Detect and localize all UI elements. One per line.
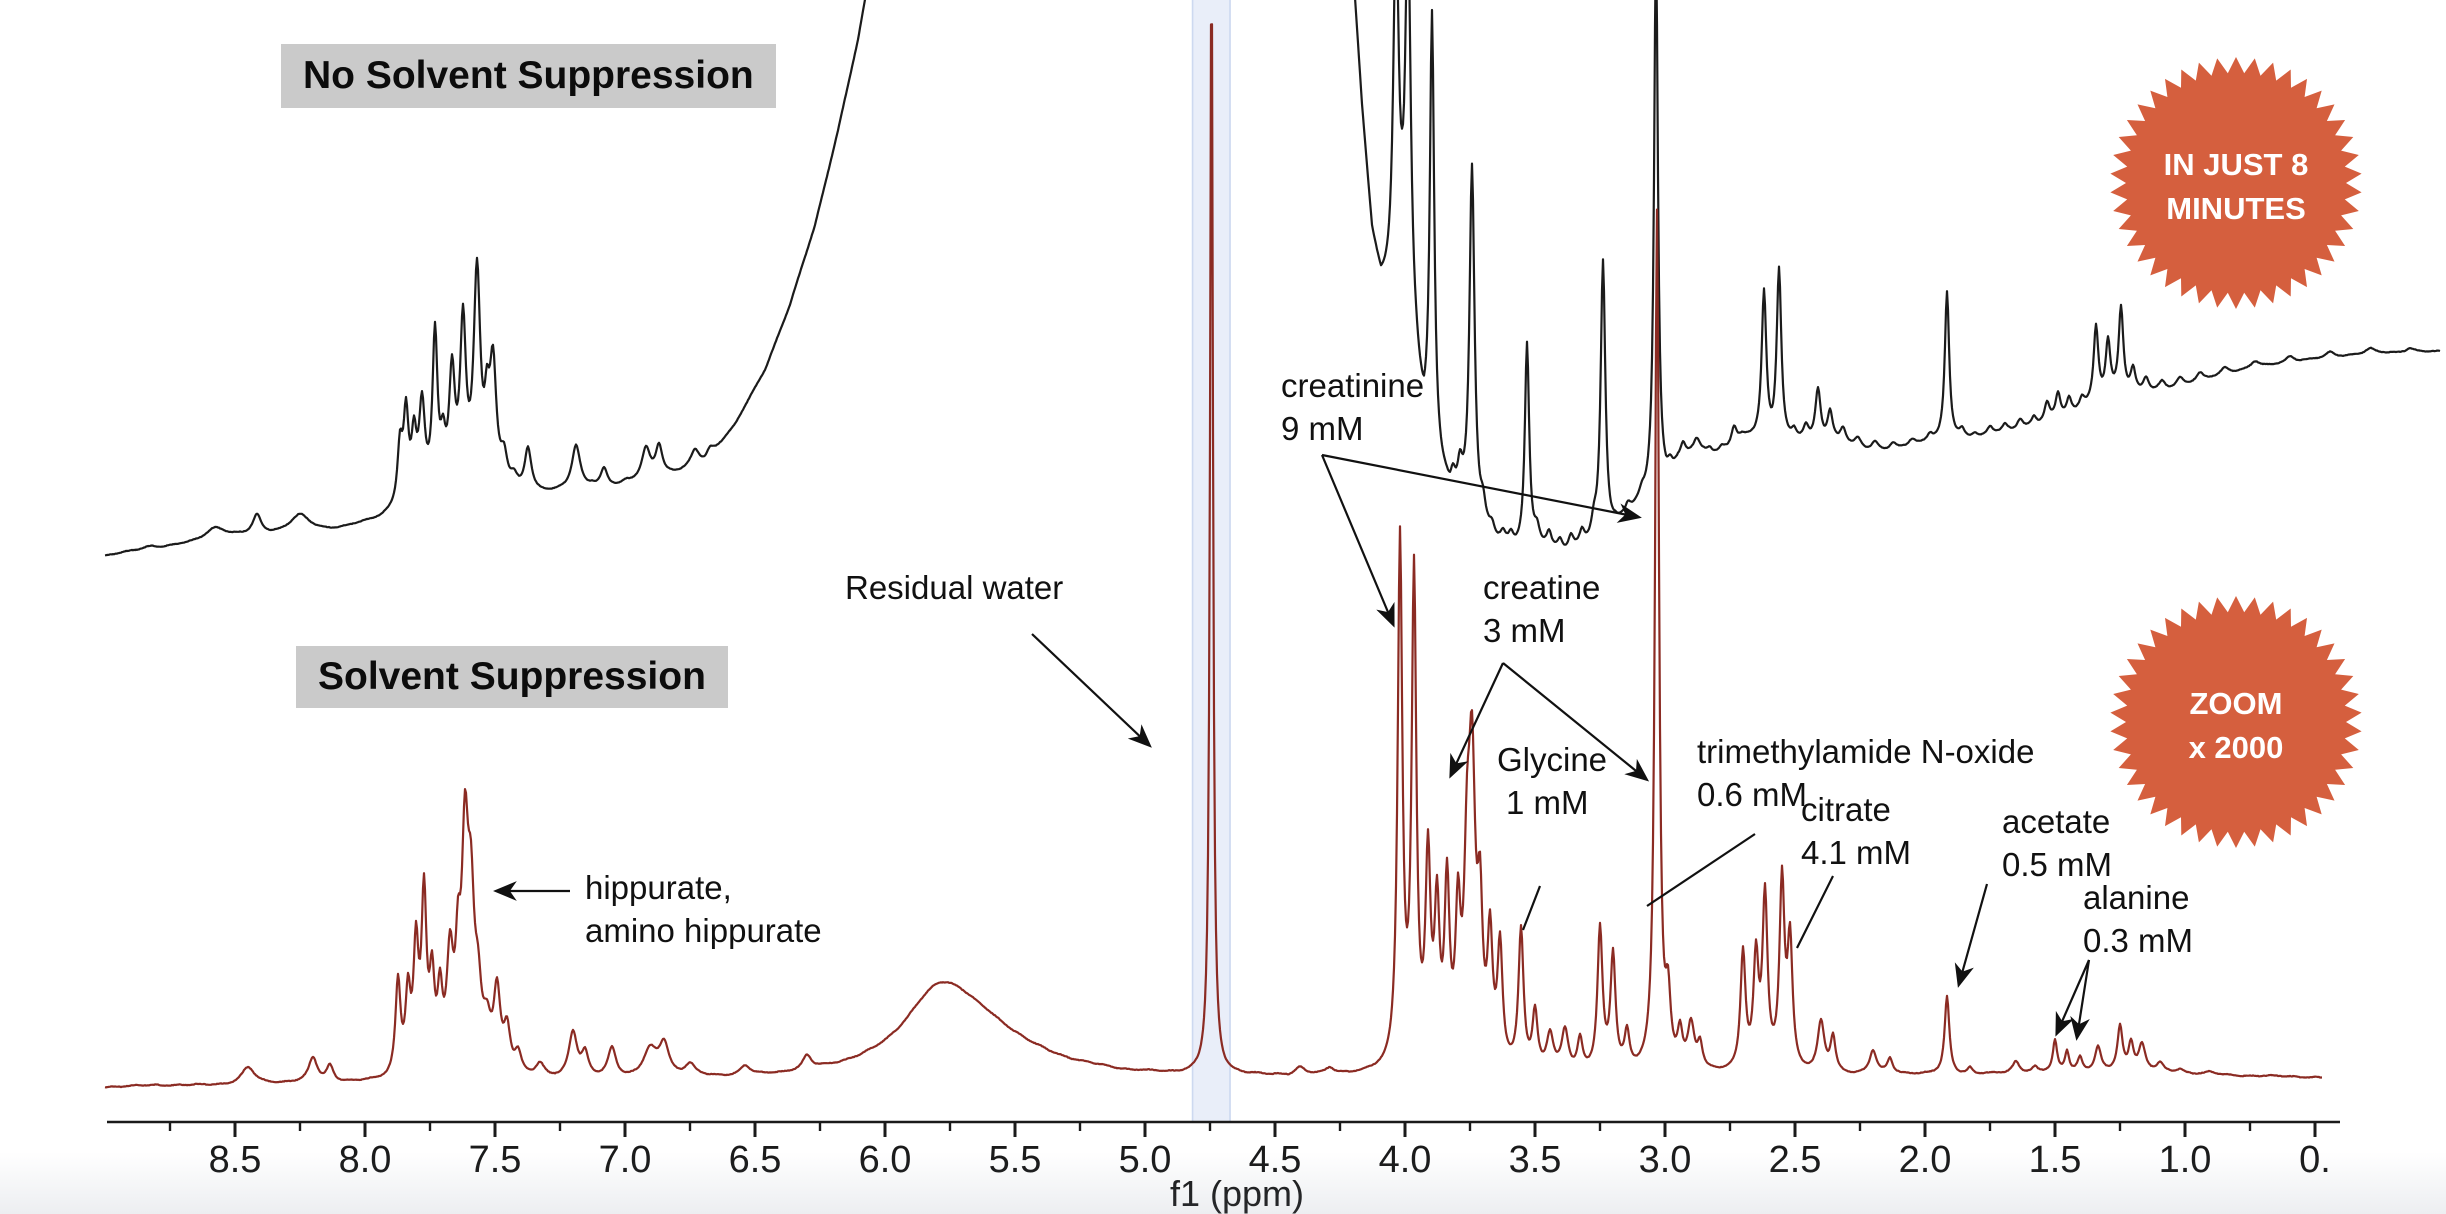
annotation-hippurate-line2: amino hippurate: [585, 912, 822, 949]
trace-suppression: [104, 23, 2323, 1089]
x-tick-label: 6.5: [729, 1139, 782, 1181]
leader-creatine: [1449, 662, 1504, 779]
leader-creatine: [1502, 662, 1650, 782]
leader-creatinine: [1321, 453, 1642, 523]
bottom-gradient: [0, 1152, 2446, 1214]
badge-zoom-x-2000: ZOOM x 2000: [2110, 596, 2362, 848]
annotation-creatine-line2: 3 mM: [1483, 612, 1566, 649]
badge-in-just-8-minutes-line2: MINUTES: [2166, 191, 2306, 226]
annotation-acetate-line1: acetate: [2002, 803, 2111, 840]
x-tick-label: 7.0: [599, 1139, 652, 1181]
badge-zoom-x-2000-line1: ZOOM: [2190, 686, 2283, 721]
annotation-citrate-line1: citrate: [1801, 791, 1891, 828]
label-no-solvent-suppression: No Solvent Suppression: [281, 44, 776, 108]
annotation-acetate-line2: 0.5 mM: [2002, 846, 2113, 883]
annotation-creatinine-line1: creatinine: [1281, 367, 1425, 404]
annotation-trimethylamide-n-oxide: trimethylamide N-oxide 0.6 mM: [1697, 730, 2034, 816]
leader-alanine: [2070, 959, 2091, 1041]
x-tick-label: 2.5: [1769, 1139, 1822, 1181]
annotation-glycine-line1: Glycine: [1497, 741, 1608, 778]
leader-creatinine: [1320, 454, 1395, 628]
annotation-residual-water-line1: Residual water: [845, 569, 1064, 606]
x-tick-label: 8.0: [339, 1139, 392, 1181]
badge-in-just-8-minutes-line1: IN JUST 8: [2164, 147, 2309, 182]
badge-in-just-8-minutes: IN JUST 8 MINUTES: [2110, 57, 2362, 309]
leader-glycine: [1521, 885, 1542, 931]
annotation-creatine-line1: creatine: [1483, 569, 1601, 606]
annotation-trimethylamide-n-oxide-line2: 0.6 mM: [1697, 776, 1808, 813]
annotation-alanine: alanine 0.3 mM: [2083, 876, 2193, 962]
x-tick-label: 3.5: [1509, 1139, 1562, 1181]
annotation-creatine: creatine 3 mM: [1483, 566, 1600, 652]
annotation-alanine-line1: alanine: [2083, 879, 2190, 916]
leader-residual-water: [1031, 633, 1152, 748]
x-tick-label: 4.5: [1249, 1139, 1302, 1181]
annotation-hippurate-line1: hippurate,: [585, 869, 732, 906]
annotation-glycine-line2: 1 mM: [1506, 784, 1589, 821]
annotation-creatinine-line2: 9 mM: [1281, 410, 1364, 447]
x-tick-label: 4.0: [1379, 1139, 1432, 1181]
x-tick-label: 5.5: [989, 1139, 1042, 1181]
x-tick-label: 1.5: [2029, 1139, 2082, 1181]
badges: IN JUST 8 MINUTES ZOOM x 2000: [2110, 57, 2362, 848]
annotation-citrate: citrate 4.1 mM: [1801, 788, 1911, 874]
x-axis-title: f1 (ppm): [1170, 1173, 1304, 1214]
x-tick-label: 1.0: [2159, 1139, 2212, 1181]
badge-zoom-x-2000-line2: x 2000: [2189, 730, 2284, 765]
annotation-alanine-line2: 0.3 mM: [2083, 922, 2194, 959]
annotation-hippurate: hippurate, amino hippurate: [585, 866, 822, 952]
annotation-acetate: acetate 0.5 mM: [2002, 800, 2112, 886]
leader-alanine: [2055, 959, 2091, 1037]
x-tick-label: 0.: [2299, 1139, 2331, 1181]
annotation-trimethylamide-n-oxide-line1: trimethylamide N-oxide: [1697, 733, 2035, 770]
leader-acetate: [1954, 883, 1989, 988]
leader-citrate: [1796, 875, 1834, 949]
annotation-creatinine: creatinine 9 mM: [1281, 364, 1424, 450]
trace-no-suppression: [104, 0, 2441, 557]
leader-trimethylamide-n-oxide: [1646, 833, 1756, 907]
x-axis: 8.5 8.0 7.5 7.0 6.5 6.0 5.5 5.0 4.5 4.0 3.5 3.0 2.5 2…: [107, 1120, 2340, 1181]
x-tick-label: 7.5: [469, 1139, 522, 1181]
x-tick-label: 6.0: [859, 1139, 912, 1181]
annotation-citrate-line2: 4.1 mM: [1801, 834, 1912, 871]
x-tick-label: 3.0: [1639, 1139, 1692, 1181]
annotation-residual-water: Residual water: [845, 566, 1063, 609]
x-tick-label: 8.5: [209, 1139, 262, 1181]
annotation-glycine: Glycine 1 mM: [1497, 738, 1607, 824]
annotation-arrows: [493, 453, 2091, 1041]
label-solvent-suppression: Solvent Suppression: [296, 646, 728, 708]
x-tick-label: 5.0: [1119, 1139, 1172, 1181]
x-tick-label: 2.0: [1899, 1139, 1952, 1181]
